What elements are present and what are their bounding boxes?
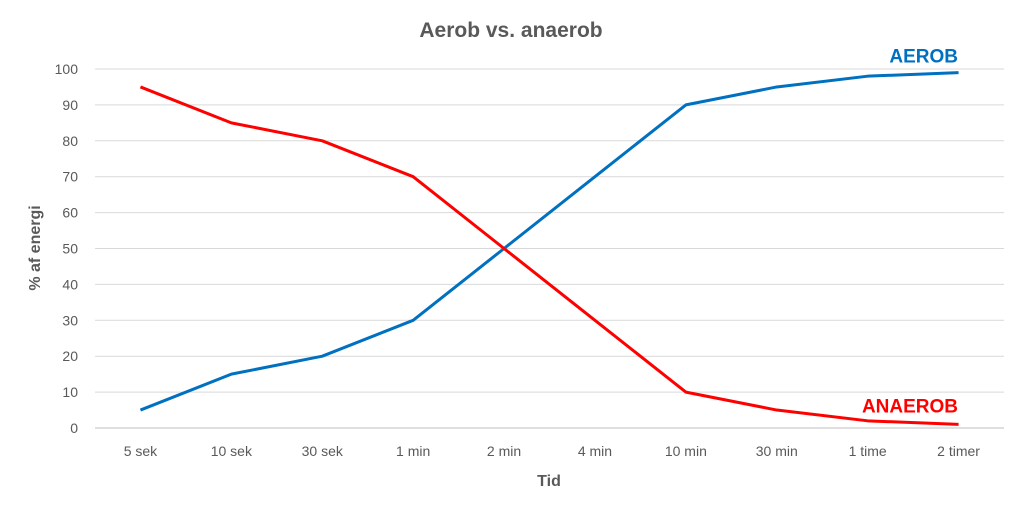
x-tick-label: 2 timer (937, 443, 980, 459)
x-tick-label: 5 sek (124, 443, 158, 459)
series-line-aerob (140, 73, 958, 410)
x-axis-label: Tid (537, 473, 561, 490)
x-tick-label: 30 min (756, 443, 798, 459)
x-tick-label: 4 min (578, 443, 612, 459)
y-tick-label: 30 (62, 312, 78, 328)
y-tick-label: 100 (55, 61, 79, 77)
x-tick-label: 2 min (487, 443, 521, 459)
y-tick-label: 20 (62, 348, 78, 364)
series-annotation-anaerob: ANAEROB (862, 396, 958, 417)
chart-title: Aerob vs. anaerob (419, 19, 602, 42)
y-tick-label: 10 (62, 384, 78, 400)
y-tick-label: 40 (62, 276, 78, 292)
x-tick-label: 10 min (665, 443, 707, 459)
y-tick-label: 0 (70, 420, 78, 436)
series-annotation-aerob: AEROB (889, 47, 958, 68)
y-tick-label: 70 (62, 169, 78, 185)
y-tick-label: 80 (62, 133, 78, 149)
x-tick-label: 10 sek (211, 443, 253, 459)
x-tick-label: 1 time (849, 443, 887, 459)
y-tick-label: 90 (62, 97, 78, 113)
series-line-anaerob (140, 87, 958, 424)
x-tick-label: 30 sek (302, 443, 344, 459)
x-tick-label: 1 min (396, 443, 430, 459)
y-tick-label: 50 (62, 241, 78, 257)
y-tick-label: 60 (62, 205, 78, 221)
y-axis-label: % af energi (27, 205, 44, 290)
